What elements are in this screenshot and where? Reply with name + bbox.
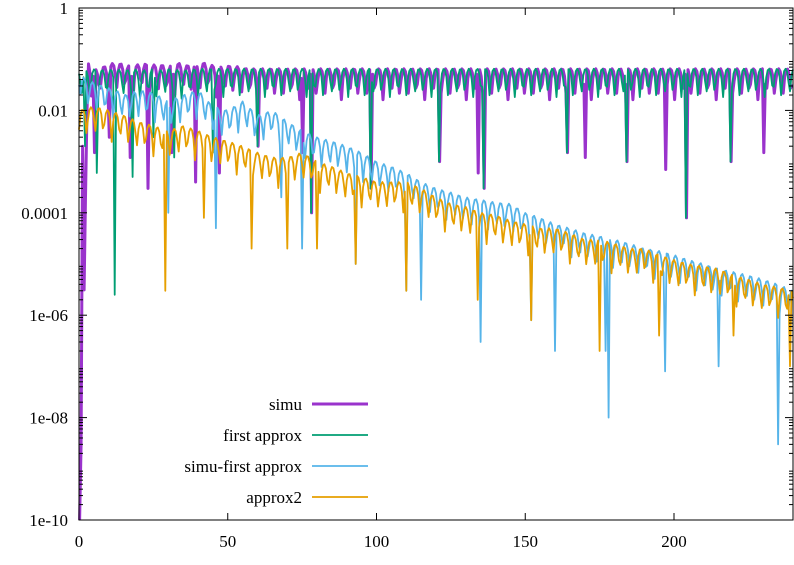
legend-label-4: approx2 [246, 488, 302, 507]
x-tick-label-3: 150 [513, 532, 539, 551]
series-4-line [78, 106, 794, 368]
x-tick-label-2: 100 [364, 532, 390, 551]
axis-ticks: 0 50 100 150 200 1 0.01 0.0001 1e-06 1e-08 1e-10 [21, 0, 793, 551]
legend-item-2: first approx [223, 426, 368, 445]
legend-item-1: simu [269, 395, 368, 414]
plot-frame [78, 7, 794, 521]
legend-item-4: approx2 [246, 488, 368, 507]
legend-item-3: simu-first approx [184, 457, 368, 476]
y-tick-label-2: 0.0001 [21, 204, 68, 223]
legend-label-3: simu-first approx [184, 457, 302, 476]
x-tick-label-4: 200 [661, 532, 687, 551]
x-tick-label-1: 50 [219, 532, 236, 551]
y-tick-label-5: 1e-10 [29, 511, 68, 530]
legend-label-1: simu [269, 395, 303, 414]
series-2-line [78, 67, 794, 296]
y-tick-label-1: 0.01 [38, 101, 68, 120]
legend: simu first approx simu-first approx approx2 [184, 395, 368, 507]
series-3 [78, 77, 794, 446]
chart-marks [78, 61, 794, 521]
y-tick-label-4: 1e-08 [29, 409, 68, 428]
series-3-line [78, 77, 794, 446]
y-tick-label-3: 1e-06 [29, 306, 68, 325]
series-2 [78, 67, 794, 296]
legend-label-2: first approx [223, 426, 302, 445]
series-4 [78, 106, 794, 368]
y-tick-label-0: 1 [60, 0, 69, 18]
x-tick-label-0: 0 [75, 532, 84, 551]
